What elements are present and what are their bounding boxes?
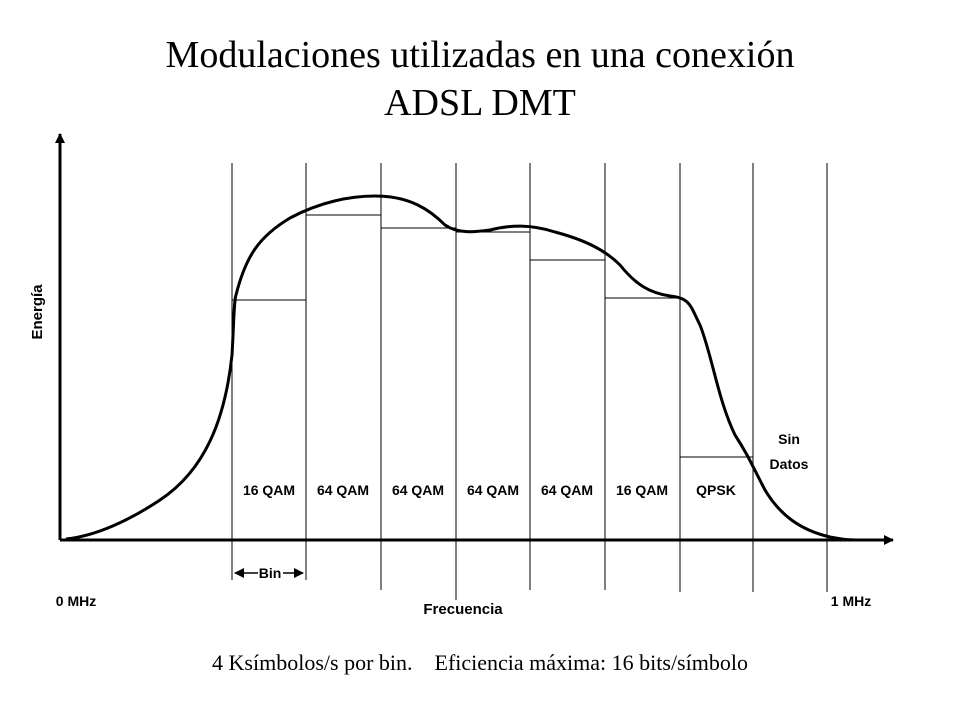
title-line-2: ADSL DMT: [384, 82, 576, 124]
y-axis-label: Energía: [29, 284, 46, 340]
x-axis-start-label: 0 MHz: [56, 593, 96, 609]
energy-curve: [65, 194, 861, 542]
footer-text: 4 Ksímbolos/s por bin. Eficiencia máxima…: [0, 650, 960, 676]
no-data-label-line1: Sin: [778, 431, 800, 447]
title-line-1: Modulaciones utilizadas en una conexión: [165, 34, 795, 76]
x-axis-label: Frecuencia: [423, 601, 503, 618]
x-axis-end-label: 1 MHz: [831, 593, 871, 609]
modulation-label: 16 QAM: [616, 482, 668, 498]
bin-separators: [231, 163, 828, 600]
modulation-label: QPSK: [696, 482, 736, 498]
modulation-label: 64 QAM: [467, 482, 519, 498]
modulation-labels: 16 QAM 64 QAM 64 QAM 64 QAM 64 QAM 16 QA…: [243, 482, 736, 498]
footer-symbol-rate: 4 Ksímbolos/s por bin.: [212, 650, 413, 675]
modulation-label: 64 QAM: [317, 482, 369, 498]
bin-width-label: Bin: [259, 565, 282, 581]
no-data-label-line2: Datos: [770, 456, 809, 472]
modulation-label: 64 QAM: [392, 482, 444, 498]
bin-levels: [232, 214, 753, 458]
footer-efficiency: Eficiencia máxima: 16 bits/símbolo: [434, 650, 748, 675]
modulation-label: 64 QAM: [541, 482, 593, 498]
modulation-label: 16 QAM: [243, 482, 295, 498]
